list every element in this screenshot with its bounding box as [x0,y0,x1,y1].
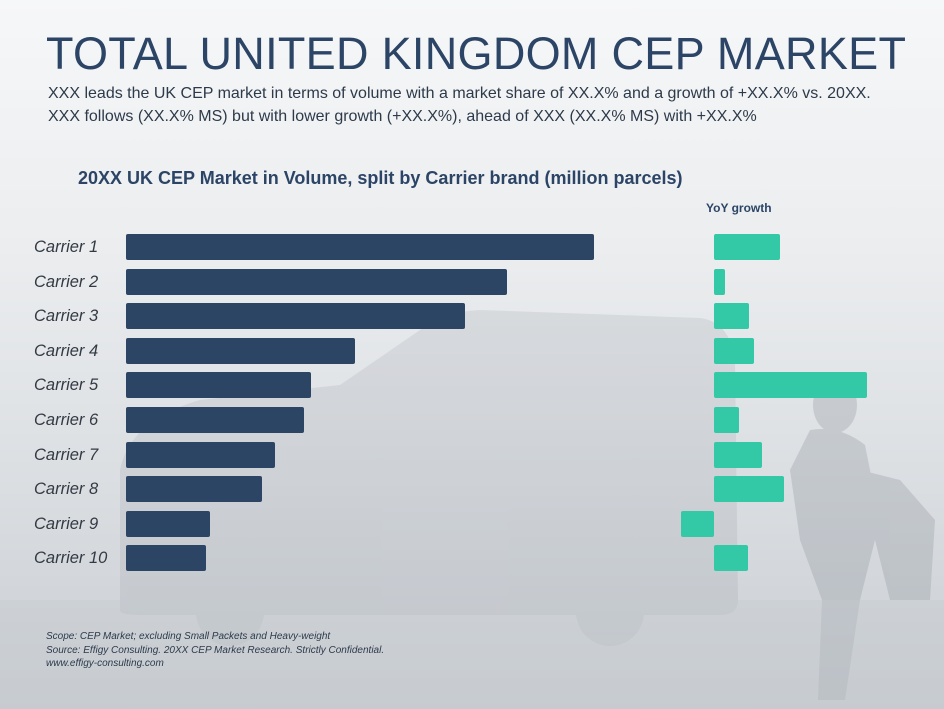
volume-bar [126,545,207,572]
footer-scope: Scope: CEP Market; excluding Small Packe… [46,631,331,642]
yoy-growth-header: YoY growth [706,201,772,215]
footer-source: Source: Effigy Consulting. 20XX CEP Mark… [46,644,385,656]
category-label: Carrier 9 [34,514,99,533]
volume-bar [126,337,355,364]
growth-bar [714,372,867,399]
growth-bar [714,545,748,572]
growth-bar [714,234,780,260]
category-label: Carrier 8 [34,480,99,499]
category-label: Carrier 7 [34,445,99,464]
category-label: Carrier 10 [34,549,108,568]
footer-website: www.effigy-consulting.com [46,658,164,669]
growth-bar [681,510,714,537]
volume-bar [126,303,465,330]
growth-bar [714,407,739,433]
volume-bar [126,407,305,433]
category-label: Carrier 5 [34,376,99,395]
category-label: Carrier 3 [34,307,99,326]
growth-bar [714,441,763,468]
page-subtitle: XXX leads the UK CEP market in terms of … [48,82,928,128]
volume-bar [126,476,262,503]
chart-title: 20XX UK CEP Market in Volume, split by C… [78,168,683,188]
growth-bar [714,337,754,364]
category-label: Carrier 2 [34,272,99,291]
volume-bar [126,234,594,260]
volume-bar [126,510,210,537]
category-label: Carrier 1 [34,238,99,256]
volume-bar [126,372,312,399]
footer: Scope: CEP Market; excluding Small Packe… [46,630,384,671]
subtitle-line-1: XXX leads the UK CEP market in terms of … [48,85,871,102]
subtitle-line-2: XXX follows (XX.X% MS) but with lower gr… [48,108,757,125]
growth-bar [714,303,749,330]
category-label: Carrier 6 [34,411,99,429]
volume-bar [126,441,276,468]
category-label: Carrier 4 [34,341,99,360]
growth-bar [714,476,784,503]
page-title: TOTAL UNITED KINGDOM CEP MARKET [46,28,907,79]
growth-bar [714,268,726,295]
volume-bar [126,268,508,295]
